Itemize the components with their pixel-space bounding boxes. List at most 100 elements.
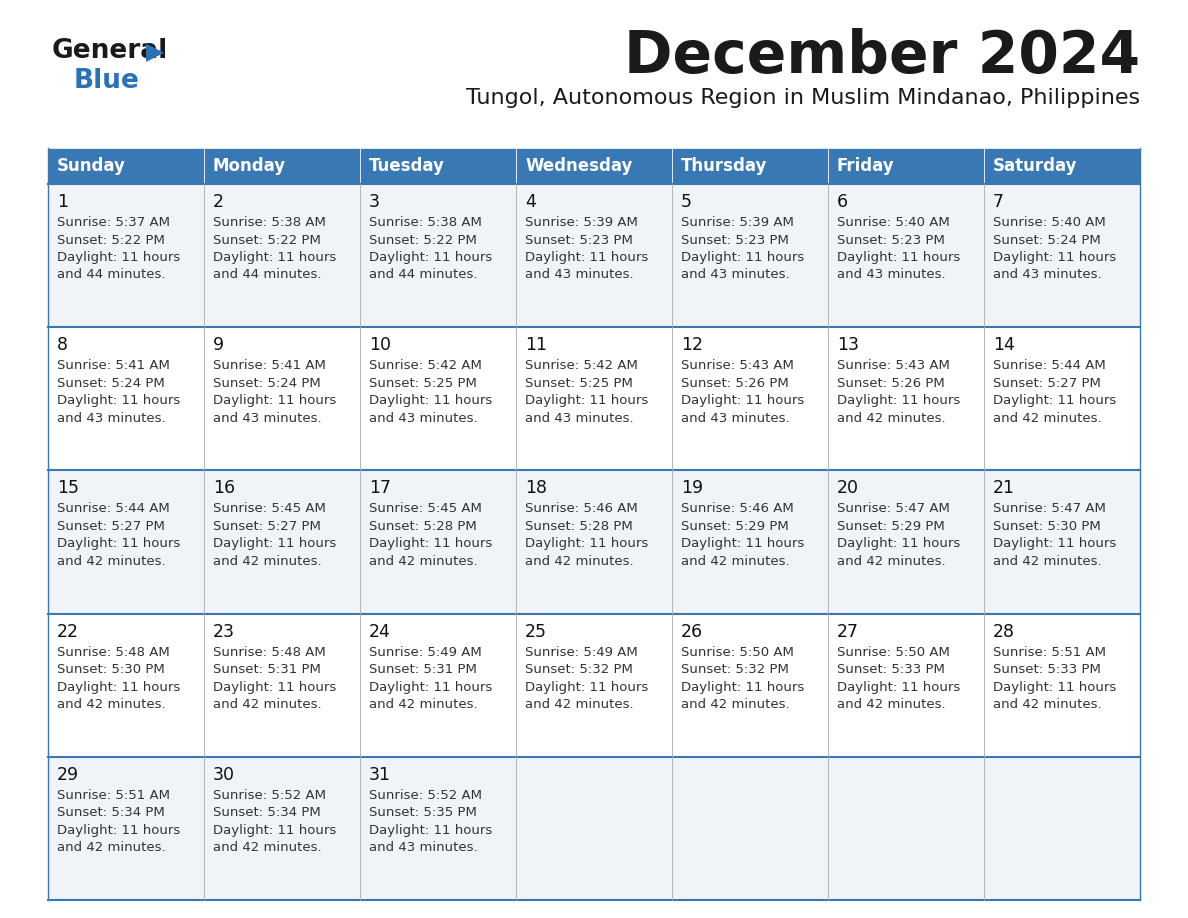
Text: December 2024: December 2024 bbox=[624, 28, 1140, 85]
Text: Sunrise: 5:45 AM: Sunrise: 5:45 AM bbox=[369, 502, 482, 515]
Text: Sunrise: 5:47 AM: Sunrise: 5:47 AM bbox=[993, 502, 1106, 515]
Text: Sunset: 5:26 PM: Sunset: 5:26 PM bbox=[681, 376, 789, 390]
Text: Daylight: 11 hours: Daylight: 11 hours bbox=[213, 394, 336, 408]
Text: and 42 minutes.: and 42 minutes. bbox=[993, 554, 1101, 568]
Text: Sunrise: 5:42 AM: Sunrise: 5:42 AM bbox=[369, 359, 482, 372]
Text: Sunrise: 5:43 AM: Sunrise: 5:43 AM bbox=[681, 359, 794, 372]
Text: Daylight: 11 hours: Daylight: 11 hours bbox=[838, 680, 960, 694]
Text: Sunrise: 5:46 AM: Sunrise: 5:46 AM bbox=[525, 502, 638, 515]
Text: Sunrise: 5:44 AM: Sunrise: 5:44 AM bbox=[993, 359, 1106, 372]
Text: Daylight: 11 hours: Daylight: 11 hours bbox=[369, 251, 492, 264]
Text: Daylight: 11 hours: Daylight: 11 hours bbox=[57, 680, 181, 694]
Text: Daylight: 11 hours: Daylight: 11 hours bbox=[681, 537, 804, 551]
Text: Sunset: 5:23 PM: Sunset: 5:23 PM bbox=[525, 233, 633, 247]
Text: 11: 11 bbox=[525, 336, 546, 354]
Text: Monday: Monday bbox=[213, 157, 286, 175]
Text: Sunset: 5:31 PM: Sunset: 5:31 PM bbox=[369, 663, 476, 676]
Text: Sunset: 5:35 PM: Sunset: 5:35 PM bbox=[369, 806, 476, 819]
Text: Sunrise: 5:52 AM: Sunrise: 5:52 AM bbox=[213, 789, 326, 801]
Text: and 42 minutes.: and 42 minutes. bbox=[838, 554, 946, 568]
Text: and 42 minutes.: and 42 minutes. bbox=[681, 554, 790, 568]
Text: 13: 13 bbox=[838, 336, 859, 354]
Text: 27: 27 bbox=[838, 622, 859, 641]
Text: Sunset: 5:23 PM: Sunset: 5:23 PM bbox=[838, 233, 944, 247]
Text: Daylight: 11 hours: Daylight: 11 hours bbox=[681, 680, 804, 694]
Text: 31: 31 bbox=[369, 766, 391, 784]
Text: Sunrise: 5:40 AM: Sunrise: 5:40 AM bbox=[993, 216, 1106, 229]
Text: 10: 10 bbox=[369, 336, 391, 354]
Text: 15: 15 bbox=[57, 479, 78, 498]
Text: Sunset: 5:27 PM: Sunset: 5:27 PM bbox=[213, 520, 321, 533]
Text: 4: 4 bbox=[525, 193, 536, 211]
Text: Daylight: 11 hours: Daylight: 11 hours bbox=[369, 680, 492, 694]
Text: Friday: Friday bbox=[838, 157, 895, 175]
Text: Sunset: 5:33 PM: Sunset: 5:33 PM bbox=[993, 663, 1101, 676]
Text: Sunrise: 5:48 AM: Sunrise: 5:48 AM bbox=[57, 645, 170, 658]
Text: Daylight: 11 hours: Daylight: 11 hours bbox=[213, 251, 336, 264]
Text: Sunset: 5:29 PM: Sunset: 5:29 PM bbox=[681, 520, 789, 533]
Text: and 42 minutes.: and 42 minutes. bbox=[993, 698, 1101, 711]
Text: 7: 7 bbox=[993, 193, 1004, 211]
Text: Sunset: 5:27 PM: Sunset: 5:27 PM bbox=[993, 376, 1101, 390]
Text: and 42 minutes.: and 42 minutes. bbox=[57, 841, 165, 855]
Text: and 43 minutes.: and 43 minutes. bbox=[369, 411, 478, 425]
Text: 21: 21 bbox=[993, 479, 1015, 498]
Text: Sunset: 5:25 PM: Sunset: 5:25 PM bbox=[525, 376, 633, 390]
Bar bbox=[48, 756, 1140, 900]
Text: Sunrise: 5:51 AM: Sunrise: 5:51 AM bbox=[993, 645, 1106, 658]
Text: Sunrise: 5:41 AM: Sunrise: 5:41 AM bbox=[57, 359, 170, 372]
Text: 24: 24 bbox=[369, 622, 391, 641]
Text: and 42 minutes.: and 42 minutes. bbox=[525, 554, 633, 568]
Text: and 44 minutes.: and 44 minutes. bbox=[213, 268, 322, 282]
Text: Saturday: Saturday bbox=[993, 157, 1078, 175]
Text: 2: 2 bbox=[213, 193, 225, 211]
Text: Sunset: 5:22 PM: Sunset: 5:22 PM bbox=[369, 233, 476, 247]
Text: Sunrise: 5:48 AM: Sunrise: 5:48 AM bbox=[213, 645, 326, 658]
Bar bbox=[48, 184, 1140, 327]
Text: Sunrise: 5:38 AM: Sunrise: 5:38 AM bbox=[213, 216, 326, 229]
Text: and 42 minutes.: and 42 minutes. bbox=[369, 698, 478, 711]
Text: and 43 minutes.: and 43 minutes. bbox=[213, 411, 322, 425]
Bar bbox=[48, 613, 1140, 756]
Text: 3: 3 bbox=[369, 193, 380, 211]
Text: Daylight: 11 hours: Daylight: 11 hours bbox=[681, 394, 804, 408]
Text: and 42 minutes.: and 42 minutes. bbox=[57, 698, 165, 711]
Text: and 42 minutes.: and 42 minutes. bbox=[993, 411, 1101, 425]
Text: Daylight: 11 hours: Daylight: 11 hours bbox=[838, 251, 960, 264]
Text: and 43 minutes.: and 43 minutes. bbox=[525, 411, 633, 425]
Text: Tuesday: Tuesday bbox=[369, 157, 444, 175]
Text: Daylight: 11 hours: Daylight: 11 hours bbox=[838, 537, 960, 551]
Text: Daylight: 11 hours: Daylight: 11 hours bbox=[213, 823, 336, 837]
Text: and 42 minutes.: and 42 minutes. bbox=[681, 698, 790, 711]
Text: Daylight: 11 hours: Daylight: 11 hours bbox=[213, 537, 336, 551]
Text: and 43 minutes.: and 43 minutes. bbox=[525, 268, 633, 282]
Text: Sunset: 5:29 PM: Sunset: 5:29 PM bbox=[838, 520, 944, 533]
Text: Sunset: 5:27 PM: Sunset: 5:27 PM bbox=[57, 520, 165, 533]
Text: 22: 22 bbox=[57, 622, 78, 641]
Text: 12: 12 bbox=[681, 336, 703, 354]
Text: and 42 minutes.: and 42 minutes. bbox=[57, 554, 165, 568]
Text: Sunrise: 5:38 AM: Sunrise: 5:38 AM bbox=[369, 216, 482, 229]
Text: Daylight: 11 hours: Daylight: 11 hours bbox=[213, 680, 336, 694]
Text: and 43 minutes.: and 43 minutes. bbox=[681, 268, 790, 282]
Text: 29: 29 bbox=[57, 766, 80, 784]
Text: Sunrise: 5:40 AM: Sunrise: 5:40 AM bbox=[838, 216, 949, 229]
Bar bbox=[48, 148, 204, 184]
Text: Daylight: 11 hours: Daylight: 11 hours bbox=[369, 537, 492, 551]
Text: Sunrise: 5:41 AM: Sunrise: 5:41 AM bbox=[213, 359, 326, 372]
Text: Wednesday: Wednesday bbox=[525, 157, 632, 175]
Text: Daylight: 11 hours: Daylight: 11 hours bbox=[369, 394, 492, 408]
Text: Sunset: 5:22 PM: Sunset: 5:22 PM bbox=[213, 233, 321, 247]
Text: Daylight: 11 hours: Daylight: 11 hours bbox=[993, 680, 1117, 694]
Bar bbox=[48, 470, 1140, 613]
Text: Sunset: 5:30 PM: Sunset: 5:30 PM bbox=[57, 663, 165, 676]
Text: 1: 1 bbox=[57, 193, 68, 211]
Text: and 42 minutes.: and 42 minutes. bbox=[525, 698, 633, 711]
Text: Sunset: 5:24 PM: Sunset: 5:24 PM bbox=[57, 376, 165, 390]
Text: Sunrise: 5:43 AM: Sunrise: 5:43 AM bbox=[838, 359, 950, 372]
Text: Daylight: 11 hours: Daylight: 11 hours bbox=[838, 394, 960, 408]
Text: Sunrise: 5:39 AM: Sunrise: 5:39 AM bbox=[681, 216, 794, 229]
Text: 17: 17 bbox=[369, 479, 391, 498]
Bar bbox=[204, 148, 360, 184]
Text: Sunset: 5:22 PM: Sunset: 5:22 PM bbox=[57, 233, 165, 247]
